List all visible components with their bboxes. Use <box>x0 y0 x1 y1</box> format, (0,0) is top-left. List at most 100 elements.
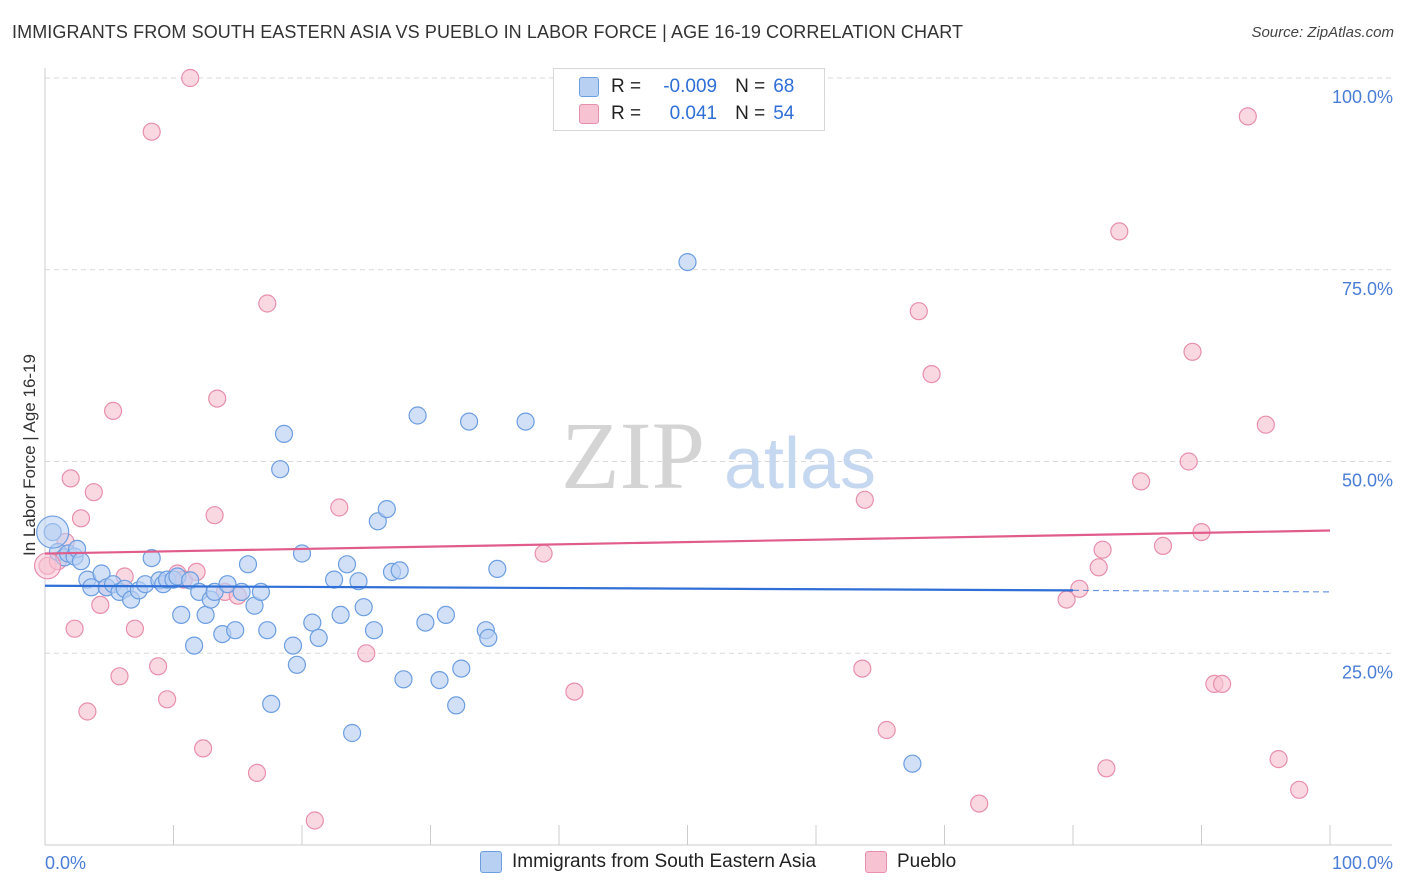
data-point-series1 <box>364 621 384 640</box>
data-point-series1 <box>274 424 294 443</box>
r-label: R = <box>611 76 642 97</box>
data-point-series1 <box>309 628 328 648</box>
data-point-series2 <box>61 469 80 488</box>
series1-legend-label: Immigrants from South Eastern Asia <box>512 851 817 872</box>
data-point-series1 <box>218 575 237 594</box>
watermark-atlas: atlas <box>724 424 876 504</box>
data-point-series1 <box>303 613 322 632</box>
data-point-series2 <box>91 595 110 615</box>
data-point-series2 <box>103 401 123 420</box>
data-point-series2 <box>1269 749 1288 769</box>
data-point-series2 <box>208 389 227 408</box>
data-point-series2 <box>1183 342 1202 361</box>
watermark-zip: ZIP <box>561 402 705 509</box>
data-point-series1 <box>262 694 281 714</box>
y-tick-label: 100.0% <box>1332 87 1393 107</box>
data-point-series1 <box>36 515 70 549</box>
axis-layer: 25.0% 50.0% 75.0% 100.0% 0.0% 100.0% <box>44 68 1393 873</box>
data-point-series2 <box>149 657 168 676</box>
series1-legend-swatch <box>480 851 502 873</box>
data-point-series2 <box>1212 674 1232 694</box>
series2-swatch <box>579 104 599 124</box>
data-point-series1 <box>436 605 455 625</box>
data-point-series2 <box>1070 579 1089 598</box>
y-tick-label: 50.0% <box>1342 471 1393 491</box>
data-point-series2 <box>65 619 84 638</box>
data-point-series1 <box>226 621 245 640</box>
x-tick-label: 0.0% <box>45 853 86 873</box>
data-point-series2 <box>142 122 161 141</box>
data-point-series1 <box>416 613 435 632</box>
y-tick-label: 75.0% <box>1342 279 1393 299</box>
data-point-series1 <box>343 723 362 743</box>
data-point-series2 <box>1153 536 1173 556</box>
r-label: R = <box>611 103 642 124</box>
data-point-series2 <box>909 302 928 321</box>
trend-layer <box>44 529 1331 593</box>
trend-line-series1-extension <box>1072 589 1331 593</box>
data-point-series2 <box>181 68 200 88</box>
data-point-series1 <box>516 412 535 431</box>
data-point-series1 <box>368 512 387 531</box>
data-point-series1 <box>479 628 498 648</box>
data-point-series2 <box>78 702 97 721</box>
data-point-series1 <box>452 659 471 678</box>
data-point-series2 <box>1089 558 1108 577</box>
data-point-series1 <box>349 572 368 591</box>
data-point-series1 <box>354 598 373 617</box>
y-tick-label: 25.0% <box>1342 662 1393 682</box>
chart-title: IMMIGRANTS FROM SOUTH EASTERN ASIA VS PU… <box>12 22 964 42</box>
data-point-series2 <box>1290 780 1309 799</box>
data-point-series2 <box>1097 759 1116 778</box>
data-point-series1 <box>258 621 277 640</box>
data-point-series1 <box>287 655 306 674</box>
data-point-series1 <box>430 670 449 690</box>
data-point-series2 <box>205 506 224 525</box>
data-point-series1 <box>172 605 191 625</box>
data-point-series1 <box>292 544 312 563</box>
n-label: N = <box>735 103 766 124</box>
r-value: 0.041 <box>669 103 718 124</box>
data-point-series1 <box>325 570 344 589</box>
data-point-series1 <box>390 561 409 580</box>
data-point-series1 <box>331 605 350 625</box>
data-point-series2 <box>1110 222 1129 241</box>
data-point-series2 <box>258 294 277 313</box>
stats-legend: R = -0.009 N = 68 R = 0.041 N = 54 <box>553 68 825 131</box>
data-point-series2 <box>1131 472 1151 491</box>
n-value: 68 <box>773 76 795 97</box>
data-point-series2 <box>855 490 874 509</box>
data-point-series1 <box>408 406 427 425</box>
data-point-series2 <box>330 498 349 517</box>
data-point-series2 <box>922 365 941 384</box>
data-point-series2 <box>1256 415 1275 434</box>
data-point-series2 <box>877 720 896 740</box>
data-point-series2 <box>71 509 91 528</box>
series2-legend-swatch <box>865 851 887 873</box>
data-point-series2 <box>565 682 584 701</box>
data-point-series1 <box>238 555 258 574</box>
data-point-series2 <box>305 811 324 830</box>
data-point-series1 <box>394 670 413 689</box>
data-point-series1 <box>71 552 91 571</box>
data-point-series2 <box>84 483 103 502</box>
data-point-series1 <box>185 636 204 655</box>
data-point-series1 <box>377 500 396 519</box>
legend-item-series2: Pueblo <box>865 851 956 873</box>
data-point-series2 <box>247 763 267 783</box>
data-point-series1 <box>678 253 697 272</box>
legend-item-series1: Immigrants from South Eastern Asia <box>480 851 816 873</box>
source-label: Source: ZipAtlas.com <box>1251 24 1394 41</box>
data-point-series1 <box>447 696 466 715</box>
trend-line-series1 <box>44 584 1074 592</box>
legend-row-series1: R = -0.009 N = 68 <box>554 74 794 100</box>
series1-swatch <box>579 77 599 97</box>
x-tick-label: 100.0% <box>1332 853 1393 873</box>
n-label: N = <box>735 76 766 97</box>
data-point-series2 <box>1093 540 1112 559</box>
data-point-series2 <box>853 659 872 678</box>
data-point-series2 <box>1179 452 1198 471</box>
data-point-series1 <box>488 559 507 579</box>
data-point-series1 <box>271 460 290 479</box>
